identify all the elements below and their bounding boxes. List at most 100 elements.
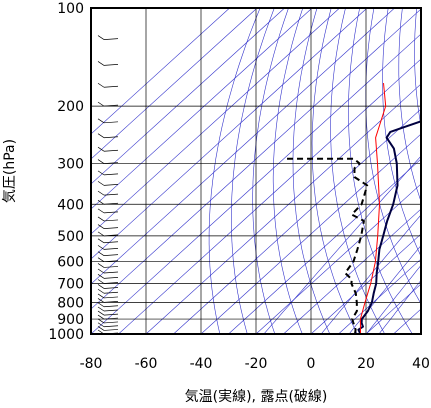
wind-barb-flag bbox=[97, 274, 105, 279]
wind-barb-flag bbox=[97, 257, 105, 262]
y-tick-label: 200 bbox=[57, 99, 84, 115]
wind-barb bbox=[103, 193, 119, 196]
wind-barb bbox=[103, 248, 119, 250]
wind-barb-flag bbox=[97, 118, 105, 124]
wind-barb bbox=[103, 104, 119, 107]
wind-barb bbox=[103, 64, 119, 66]
wind-barb bbox=[103, 219, 119, 222]
dry-adiabat-line bbox=[348, 8, 413, 334]
y-tick-label: 500 bbox=[57, 229, 84, 245]
wind-barb-flag bbox=[97, 284, 105, 289]
temperature-line bbox=[357, 120, 421, 334]
isotherm-line bbox=[173, 108, 421, 334]
y-tick-label: 800 bbox=[57, 295, 84, 311]
dry-adiabat-line bbox=[398, 8, 421, 203]
wind-barb bbox=[103, 227, 119, 229]
wind-barb-flag bbox=[97, 190, 105, 196]
isotherm-line bbox=[200, 133, 421, 334]
plot-frame bbox=[90, 7, 422, 335]
guide-lines bbox=[91, 8, 421, 334]
wind-barb bbox=[103, 38, 119, 40]
mixing-ratio-line bbox=[348, 244, 421, 334]
wind-barb bbox=[103, 296, 119, 299]
wind-barb-flag bbox=[97, 251, 105, 256]
y-tick-label: 100 bbox=[57, 1, 84, 17]
y-tick-label: 600 bbox=[57, 255, 84, 271]
dry-adiabat-line bbox=[292, 8, 331, 334]
wind-barb-flag bbox=[97, 224, 105, 229]
isotherm-line bbox=[338, 258, 421, 334]
wind-barb-flag bbox=[97, 310, 105, 316]
wind-barb-flag bbox=[97, 268, 105, 274]
isotherm-line bbox=[91, 8, 395, 285]
dry-adiabat-line bbox=[252, 8, 289, 334]
wind-barb bbox=[103, 162, 119, 164]
wind-barb-flag bbox=[97, 322, 105, 328]
wind-barb bbox=[103, 266, 119, 268]
wind-barb-flag bbox=[97, 293, 105, 299]
x-tick-label: -80 bbox=[80, 356, 103, 372]
wind-barb-flag bbox=[97, 181, 105, 186]
dry-adiabat-line bbox=[330, 8, 386, 334]
wind-barb bbox=[103, 85, 119, 88]
x-tick-label: 20 bbox=[357, 356, 375, 372]
y-tick-label: 300 bbox=[57, 157, 84, 173]
dry-adiabat-line bbox=[208, 8, 261, 334]
x-tick-label: -40 bbox=[190, 356, 213, 372]
wind-barb-flag bbox=[97, 306, 105, 312]
wind-barb-flag bbox=[97, 82, 105, 88]
wind-barb bbox=[103, 173, 119, 176]
wind-barb bbox=[103, 254, 119, 257]
wind-barb-flag bbox=[97, 61, 105, 66]
wind-barb-flag bbox=[97, 159, 105, 164]
wind-barb bbox=[103, 305, 119, 308]
isotherm-line bbox=[91, 8, 258, 160]
isotherm-line bbox=[91, 8, 313, 210]
wind-barb bbox=[103, 184, 119, 186]
wind-barb-flag bbox=[97, 170, 105, 176]
wind-barb bbox=[103, 121, 119, 124]
wind-barb bbox=[103, 241, 119, 244]
wind-barb-flag bbox=[97, 318, 105, 324]
mixing-ratio-line bbox=[366, 264, 421, 334]
wind-barb-flag bbox=[97, 216, 105, 222]
x-axis-ticks: -80 -60 -40 -20 0 20 40 bbox=[80, 356, 430, 372]
wind-barb bbox=[103, 202, 119, 205]
wind-barb-flag bbox=[97, 101, 105, 107]
wind-barb bbox=[103, 149, 119, 152]
wind-barb-flag bbox=[97, 133, 105, 139]
isotherm-line bbox=[91, 8, 285, 185]
wind-barb-flag bbox=[97, 35, 105, 40]
wind-barb bbox=[103, 211, 119, 214]
y-axis-title: 気圧(hPa) bbox=[2, 139, 18, 203]
wind-barb-flag bbox=[97, 208, 105, 214]
isotherm-line bbox=[118, 58, 421, 334]
isotherm-line bbox=[228, 158, 421, 334]
wind-barb bbox=[103, 260, 119, 263]
wind-barb bbox=[103, 291, 119, 294]
wind-barb bbox=[103, 271, 119, 274]
isotherm-line bbox=[91, 8, 230, 135]
x-tick-label: -20 bbox=[245, 356, 268, 372]
wind-barb-flag bbox=[97, 279, 105, 284]
y-tick-label: 900 bbox=[57, 312, 84, 328]
isotherm-line bbox=[420, 333, 421, 334]
wind-barb bbox=[103, 313, 119, 316]
wind-barb-flag bbox=[97, 326, 105, 331]
series-layer bbox=[283, 83, 421, 334]
y-tick-label: 1000 bbox=[48, 327, 84, 343]
wind-barb-flag bbox=[97, 199, 105, 205]
y-tick-label: 700 bbox=[57, 277, 84, 293]
dry-adiabat-line bbox=[311, 8, 358, 334]
dry-adiabat-line bbox=[365, 8, 421, 305]
wind-barb bbox=[103, 321, 119, 324]
y-tick-label: 400 bbox=[57, 197, 84, 213]
wind-barb bbox=[103, 277, 119, 279]
mixing-ratio-line bbox=[320, 214, 421, 334]
isotherm-line bbox=[91, 8, 421, 310]
wind-barb-flag bbox=[97, 314, 105, 320]
wind-barb-flag bbox=[97, 231, 105, 237]
isobar-grid bbox=[91, 8, 421, 334]
